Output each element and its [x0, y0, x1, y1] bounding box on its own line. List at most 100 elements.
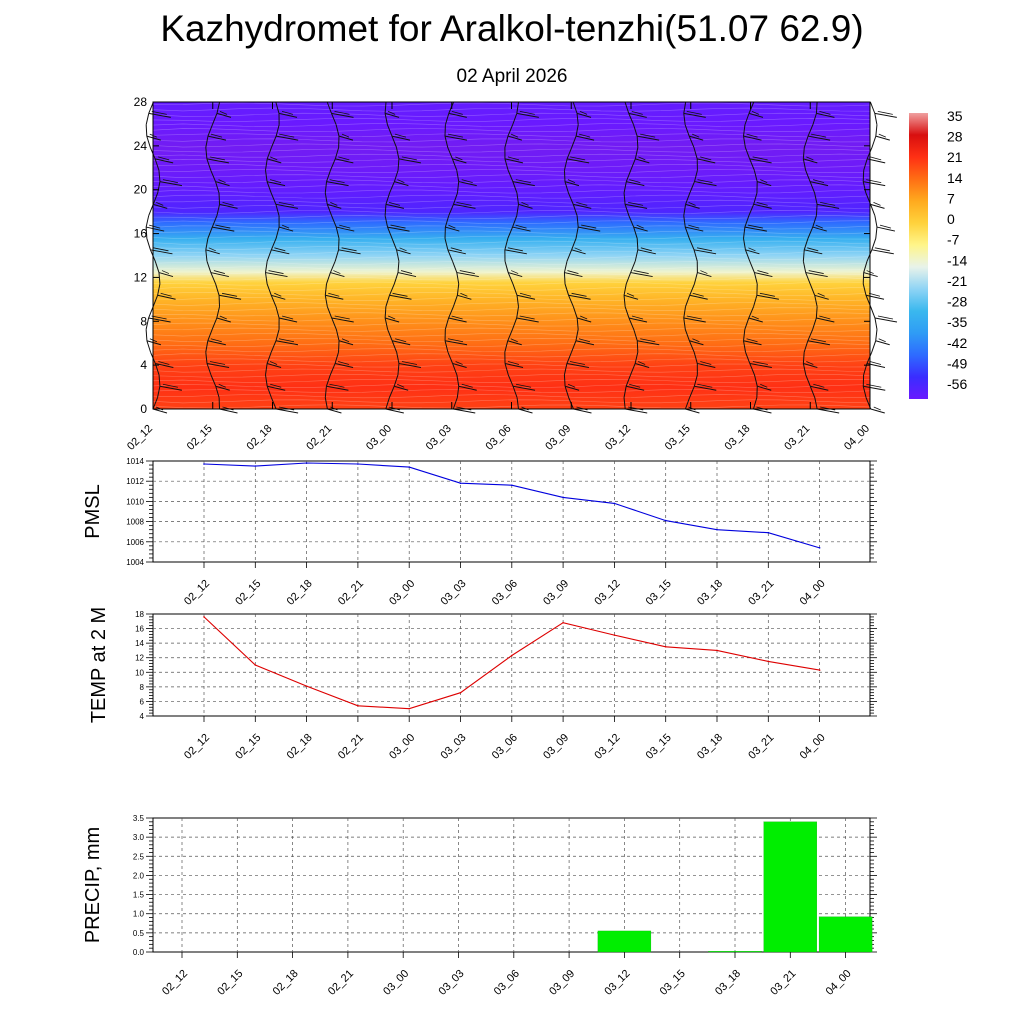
wind-barb-staff	[507, 329, 513, 341]
wind-barb	[753, 408, 772, 414]
wind-barb	[338, 135, 354, 141]
wind-barb-flag	[456, 201, 472, 206]
wind-barb-staff	[743, 238, 746, 250]
wind-barb-flag	[450, 247, 462, 252]
wind-barb	[338, 340, 354, 346]
colorbar-label: 21	[947, 149, 963, 165]
wind-barb	[444, 135, 468, 141]
wind-barb	[267, 385, 286, 391]
wind-barb	[146, 340, 162, 346]
isoline	[152, 394, 871, 399]
wind-barb-staff	[385, 397, 390, 410]
wind-barb-staff	[812, 215, 817, 228]
wind-barb-flag	[878, 133, 886, 138]
wind-barb-flag	[153, 247, 169, 252]
y-axis-label: PMSL	[82, 484, 104, 538]
isoline	[152, 138, 871, 143]
wind-barb-flag	[337, 361, 350, 365]
wind-barb-flag	[578, 338, 591, 343]
wind-barb-flag	[451, 315, 463, 320]
wind-barb-staff	[636, 238, 639, 250]
wind-barb	[578, 226, 601, 232]
wind-barb-staff	[326, 204, 333, 216]
wind-barb-staff	[625, 170, 632, 182]
wind-barb-staff	[504, 261, 509, 273]
wind-barb-flag	[696, 247, 713, 252]
wind-barb-flag	[213, 270, 225, 274]
wind-barb	[743, 135, 762, 141]
wind-barb-flag	[567, 383, 576, 388]
wind-barb-flag	[218, 179, 226, 183]
wind-barb	[568, 294, 591, 300]
y-tick-label: 18	[135, 610, 144, 619]
y-tick-label: 28	[134, 95, 148, 109]
wind-barb-flag	[640, 338, 656, 343]
wind-barb-staff	[384, 317, 389, 330]
wind-barb-staff	[210, 272, 217, 285]
isoline	[152, 266, 871, 271]
wind-barb-staff	[871, 340, 877, 353]
wind-barb	[566, 363, 590, 369]
wind-barb-flag	[451, 110, 463, 115]
wind-barb	[150, 249, 173, 255]
wind-barb-flag	[866, 383, 882, 388]
wind-barb-staff	[266, 181, 272, 194]
wind-barb	[210, 272, 229, 278]
wind-barb	[457, 294, 472, 300]
wind-barb	[516, 112, 539, 118]
y-tick-label: 8	[140, 683, 145, 692]
wind-barb-staff	[158, 272, 161, 284]
wind-barb-staff	[684, 226, 690, 239]
wind-barb	[749, 158, 772, 164]
wind-barb	[338, 249, 361, 255]
wind-barb-staff	[265, 158, 268, 171]
wind-barb-staff	[389, 283, 395, 296]
wind-barb-staff	[270, 397, 277, 410]
wind-barb-staff	[685, 192, 691, 205]
wind-barb	[803, 363, 818, 368]
wind-barb-staff	[326, 170, 331, 182]
x-tick-label: 04_00	[842, 423, 872, 453]
wind-barb-staff	[210, 374, 217, 387]
wind-barb-staff	[207, 124, 213, 137]
wind-barb	[265, 272, 288, 278]
colorbar-label: -35	[947, 314, 967, 330]
data-point	[716, 528, 718, 531]
wind-barb	[266, 363, 282, 368]
wind-barb-staff	[630, 260, 636, 273]
wind-barb	[685, 226, 704, 232]
wind-barb-staff	[689, 386, 695, 398]
wind-barb-staff	[456, 386, 460, 398]
wind-barb	[391, 135, 411, 141]
wind-barb-staff	[385, 192, 391, 205]
wind-barb-staff	[807, 226, 814, 239]
isoline	[152, 322, 871, 327]
wind-barb-flag	[806, 361, 814, 365]
wind-barb-staff	[265, 363, 268, 375]
wind-barb-flag	[461, 383, 473, 388]
x-tick-label: 02_15	[215, 968, 245, 998]
wind-barb-staff	[504, 158, 509, 171]
wind-barb-staff	[802, 249, 805, 262]
wind-barb-staff	[452, 397, 458, 410]
wind-barb	[874, 112, 897, 118]
wind-barb	[453, 203, 476, 209]
wind-barb-staff	[871, 238, 877, 250]
x-tick-label: 03_06	[492, 968, 522, 998]
wind-barb-flag	[637, 361, 646, 365]
wind-barb-staff	[216, 306, 221, 319]
wind-barb	[325, 294, 344, 300]
wind-barb-staff	[623, 397, 626, 410]
wind-barb-staff	[572, 204, 578, 216]
wind-barb-staff	[456, 272, 460, 285]
wind-barb-staff	[634, 249, 639, 262]
wind-barb-flag	[269, 361, 278, 365]
y-tick-label: 20	[134, 183, 148, 197]
wind-barb-staff	[815, 306, 818, 319]
isoline	[152, 184, 871, 189]
wind-barb-staff	[633, 124, 638, 137]
wind-barb	[215, 385, 230, 391]
isoline	[152, 189, 871, 194]
wind-barb-staff	[748, 204, 755, 216]
wind-barb-flag	[697, 179, 713, 183]
